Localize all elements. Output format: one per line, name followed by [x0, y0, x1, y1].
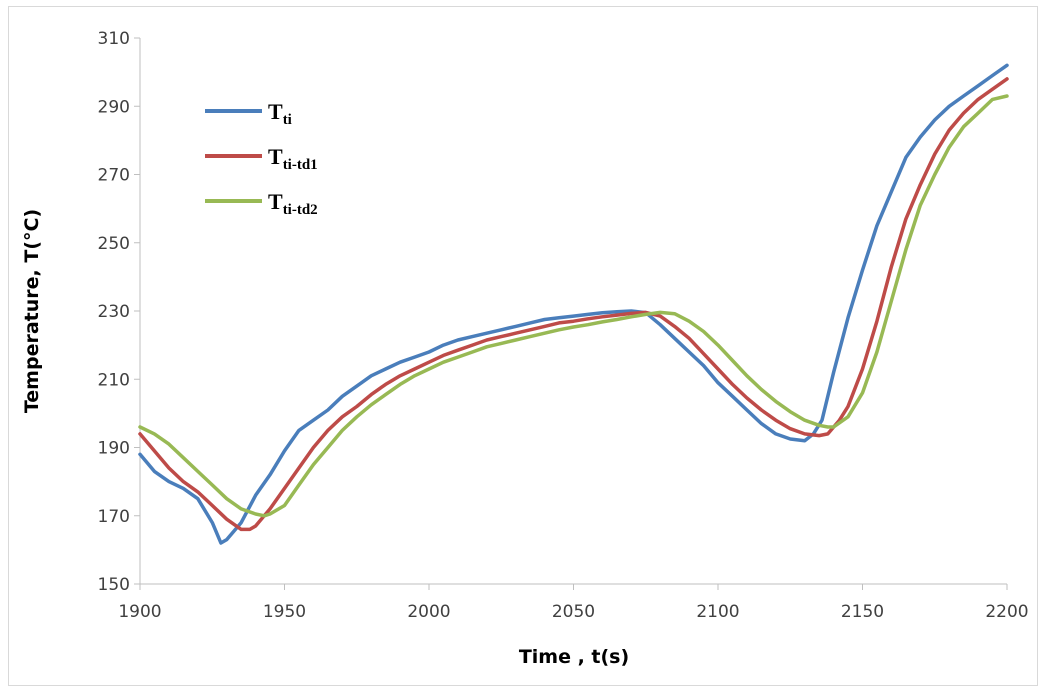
- x-tick-label: 2200: [985, 602, 1028, 622]
- y-tick-label: 170: [98, 507, 130, 527]
- y-axis-title: Temperature, T(°C): [21, 209, 43, 413]
- y-tick-label: 310: [98, 29, 130, 49]
- y-tick-label: 230: [98, 302, 130, 322]
- legend-label-subscript: ti-td2: [283, 202, 318, 218]
- y-tick-label: 270: [98, 166, 130, 186]
- x-tick-label: 2150: [841, 602, 884, 622]
- series-line-1: [138, 77, 1009, 532]
- axes: 150 170 190 210 230 250 270 290 310 1900 1950 2000 2…: [98, 29, 1029, 622]
- x-tick-label: 2000: [407, 602, 450, 622]
- x-tick-label: 1950: [263, 602, 306, 622]
- series-line-2: [138, 94, 1009, 518]
- legend-label-1: Tti-td1: [268, 144, 318, 173]
- legend-label-0: Tti: [268, 99, 292, 128]
- y-tick-label: 250: [98, 234, 130, 254]
- legend-label-subscript: ti-td1: [283, 157, 318, 173]
- series-layer: [138, 63, 1009, 545]
- legend-label-main: T: [268, 189, 283, 214]
- legend-label-main: T: [268, 144, 283, 169]
- legend-label-subscript: ti: [283, 112, 292, 128]
- y-tick-label: 210: [98, 370, 130, 390]
- x-tick-label: 1900: [118, 602, 161, 622]
- y-tick-label: 190: [98, 439, 130, 459]
- x-axis-title: Time , t(s): [519, 646, 629, 668]
- x-tick-label: 2050: [552, 602, 595, 622]
- x-tick-label: 2100: [696, 602, 739, 622]
- y-tick-label: 150: [98, 575, 130, 595]
- legend-label-2: Tti-td2: [268, 189, 318, 218]
- legend-label-main: T: [268, 99, 283, 124]
- series-line-0: [138, 63, 1009, 545]
- chart-frame: [8, 6, 1038, 686]
- y-tick-label: 290: [98, 97, 130, 117]
